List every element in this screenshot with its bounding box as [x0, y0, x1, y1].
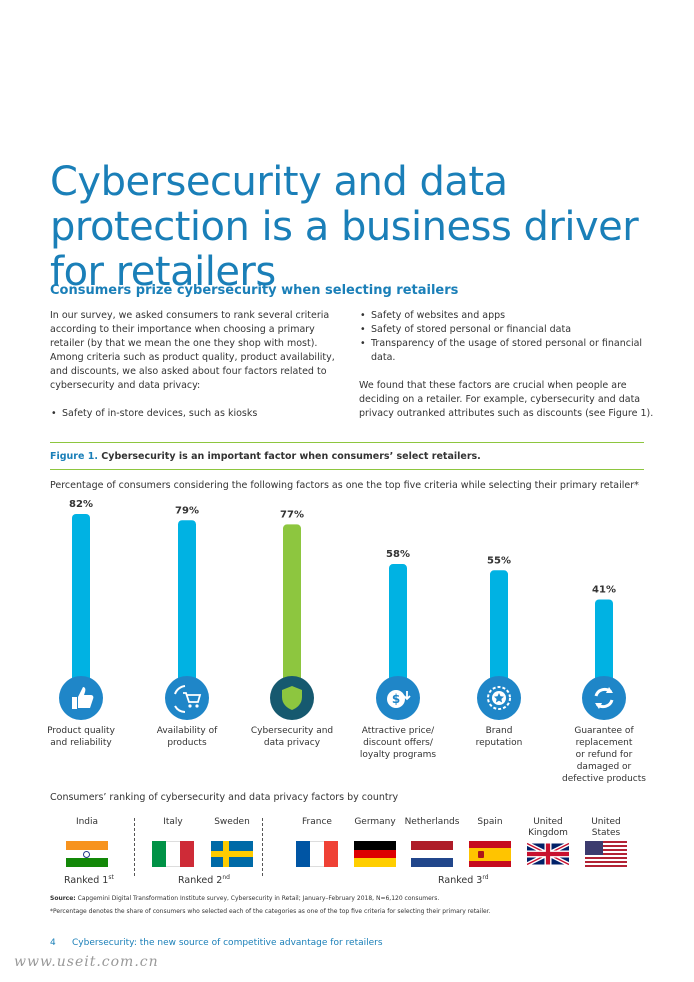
category-label: Product quality and reliability: [31, 725, 131, 749]
category-label-line: defective products: [562, 774, 646, 784]
bar-chart: 82% 79% 77% 58% $55% 41%: [59, 499, 626, 720]
intro-paragraph: In our survey, we asked consumers to ran…: [50, 310, 335, 391]
bullet-item: Safety of in-store devices, such as kios…: [50, 407, 335, 421]
category-label: Availability of products: [137, 725, 237, 749]
shield-icon: [282, 686, 302, 710]
figure-caption-text: Cybersecurity is an important factor whe…: [101, 451, 481, 462]
bar-1: [178, 520, 196, 689]
category-label-line: Cybersecurity and: [250, 726, 334, 736]
category-label-line: data privacy: [263, 738, 321, 748]
category-label-line: Availability of: [156, 726, 218, 736]
cart-refresh-icon: [174, 685, 202, 713]
france-flag: [296, 841, 338, 867]
sweden-flag: [211, 841, 253, 867]
left-column: In our survey, we asked consumers to ran…: [50, 309, 335, 421]
rank-divider: [134, 818, 135, 876]
value-label: 79%: [175, 505, 199, 516]
page-title: Cybersecurity and data protection is a b…: [50, 159, 639, 295]
source-note: Source: Capgemini Digital Transformation…: [50, 895, 650, 902]
rank-label-text: Ranked 2: [178, 875, 223, 887]
category-label-line: discount offers/: [363, 738, 433, 748]
footnote: *Percentage denotes the share of consume…: [50, 908, 491, 915]
figure-number: Figure 1.: [50, 451, 98, 462]
germany-flag: [354, 841, 396, 867]
icon-circle: [582, 676, 626, 720]
country-name: France: [302, 817, 332, 827]
running-footer: Cybersecurity: the new source of competi…: [72, 938, 383, 948]
value-label: 77%: [280, 509, 304, 520]
country-name: India: [75, 817, 99, 827]
italy-flag: [152, 841, 194, 867]
source-text: Capgemini Digital Transformation Institu…: [77, 895, 440, 902]
bar-3: [389, 564, 407, 689]
value-label: 41%: [592, 585, 616, 596]
country-name: United States: [591, 817, 621, 838]
value-label: 82%: [69, 499, 93, 510]
category-label-line: Brand: [485, 726, 513, 736]
country-name: Italy: [163, 817, 183, 827]
bar-5: [595, 599, 613, 689]
rank-ordinal: rd: [482, 874, 489, 881]
category-label-line: Product quality: [47, 726, 115, 736]
uk-flag: [527, 841, 569, 867]
category-label: Cybersecurity and data privacy: [242, 725, 342, 749]
category-label-line: Guarantee of: [574, 726, 634, 736]
country-name: Spain: [477, 817, 503, 827]
source-label: Source:: [50, 895, 76, 902]
country-name: Sweden: [214, 817, 250, 827]
bullet-item: Safety of websites and apps: [359, 309, 654, 323]
us-flag: [585, 841, 627, 867]
category-label-line: replacement: [575, 738, 633, 748]
thumbs-up-icon: [72, 687, 94, 709]
watermark: www.useit.com.cn: [14, 954, 159, 970]
category-label-line: Attractive price/: [361, 726, 435, 736]
rank-ordinal: st: [108, 874, 114, 881]
category-label-line: and reliability: [50, 738, 112, 748]
chart-subtitle: Percentage of consumers considering the …: [50, 480, 639, 491]
figure-bottom-rule: [50, 469, 644, 470]
rank-label: Ranked 1st: [64, 874, 114, 886]
star-badge-icon: [487, 686, 511, 710]
page-number: 4: [50, 938, 56, 948]
country-name: Netherlands: [404, 817, 460, 827]
bar-0: [72, 514, 90, 689]
category-label-line: or refund for: [575, 750, 633, 760]
section-heading: Consumers prize cybersecurity when selec…: [50, 283, 459, 298]
refresh-icon: [594, 687, 614, 709]
category-label-line: reputation: [475, 738, 523, 748]
right-column: Safety of websites and apps Safety of st…: [359, 309, 654, 421]
category-label: Guarantee of replacement or refund for dama…: [554, 725, 654, 785]
price-tag-icon: $: [387, 690, 411, 708]
rank-label: Ranked 3rd: [438, 874, 489, 886]
bar-4: [490, 570, 508, 689]
bullet-item: Safety of stored personal or financial d…: [359, 323, 654, 337]
spain-flag: [469, 841, 511, 867]
rank-label-text: Ranked 1: [64, 875, 109, 887]
value-label: 58%: [386, 549, 410, 560]
category-label-line: products: [167, 738, 207, 748]
category-label: Attractive price/discount offers/loyalty…: [348, 725, 448, 761]
rank-label-text: Ranked 3: [438, 875, 483, 887]
category-label-line: loyalty programs: [359, 750, 437, 760]
bullet-item: Transparency of the usage of stored pers…: [359, 337, 654, 365]
rank-ordinal: nd: [222, 874, 230, 881]
svg-text:$: $: [392, 692, 400, 706]
category-label: Brand reputation: [449, 725, 549, 749]
category-label-line: damaged or: [576, 762, 632, 772]
country-name: United Kingdom: [528, 817, 568, 838]
bar-2: [283, 524, 301, 689]
netherlands-flag: [411, 841, 453, 867]
country-name: Germany: [354, 817, 396, 827]
figure-caption: Figure 1. Cybersecurity is an important …: [50, 451, 481, 462]
findings-paragraph: We found that these factors are crucial …: [359, 380, 654, 419]
country-ranking-title: Consumers’ ranking of cybersecurity and …: [50, 792, 399, 803]
figure-top-rule: [50, 442, 644, 443]
rank-divider: [262, 818, 263, 876]
value-label: 55%: [487, 555, 511, 566]
india-flag: [66, 841, 108, 867]
rank-label: Ranked 2nd: [178, 874, 230, 886]
